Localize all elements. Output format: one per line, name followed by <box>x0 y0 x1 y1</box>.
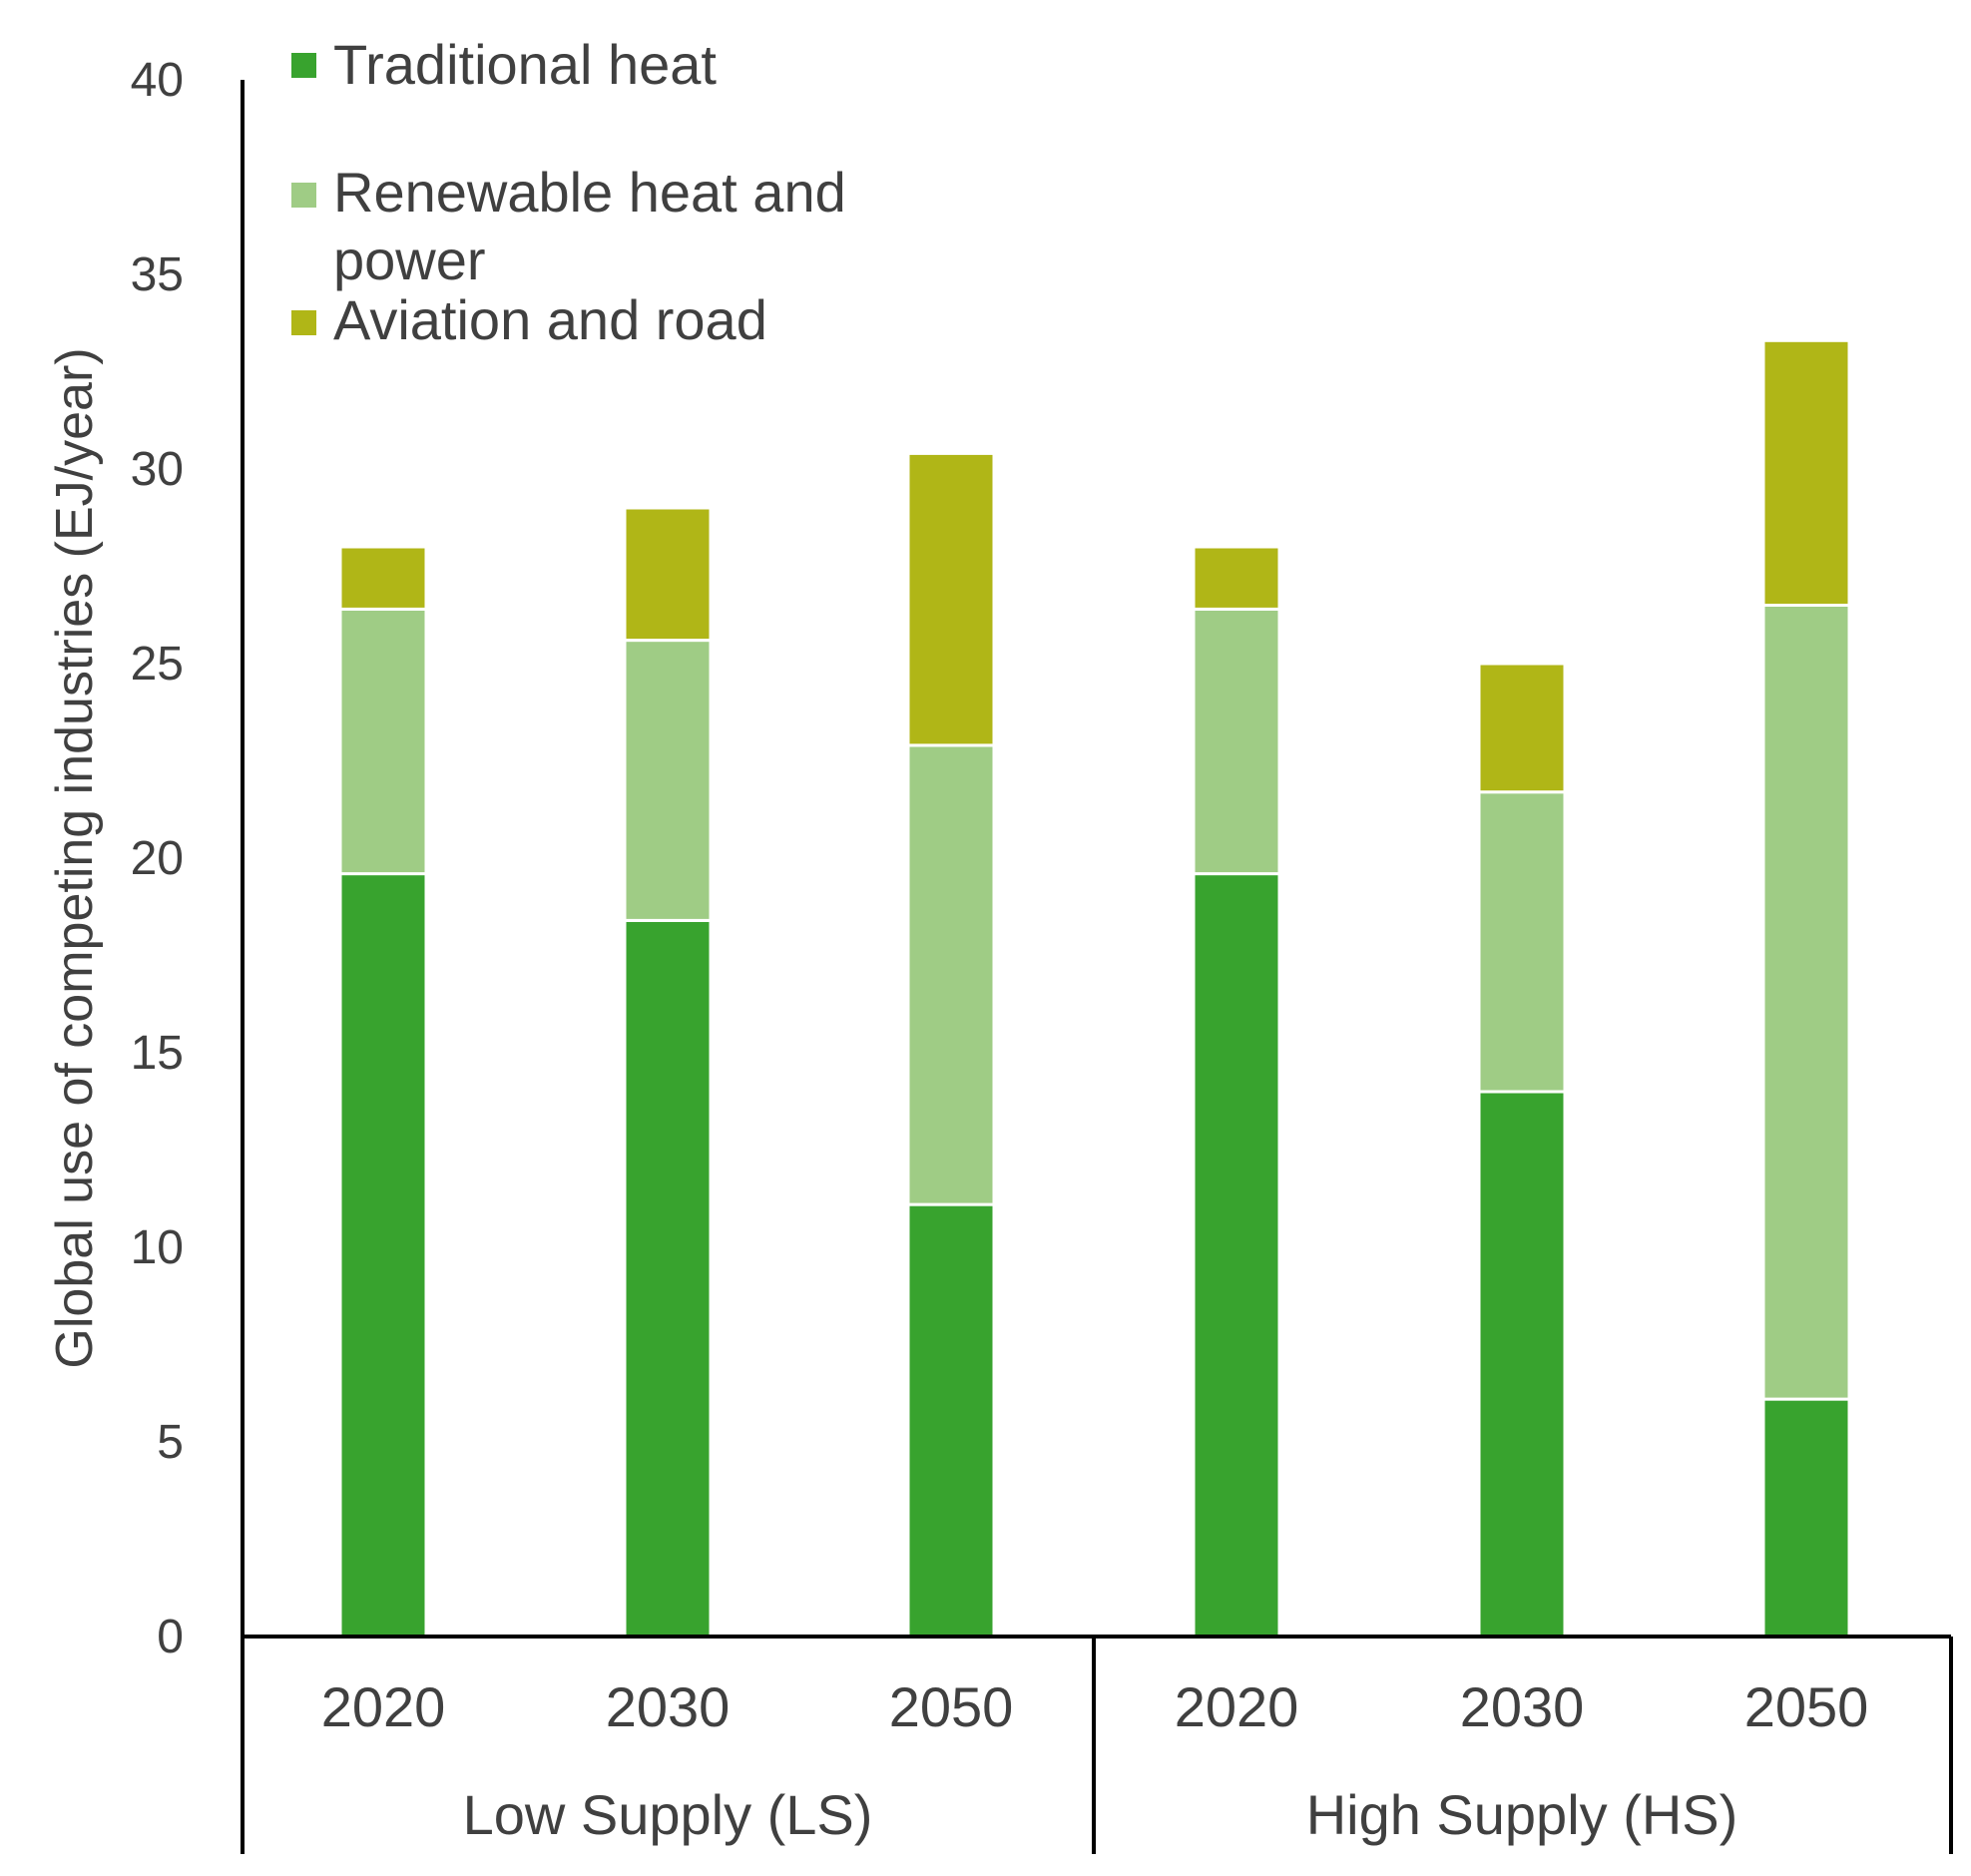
bar-segment-1-col-5 <box>1477 1090 1567 1639</box>
axes-layer <box>241 80 1953 1854</box>
y-tick-label: 30 <box>131 443 184 496</box>
group-labels: Low Supply (LS) High Supply (HS) <box>463 1783 1738 1846</box>
legend-label: Aviation and road <box>333 288 767 351</box>
bar-segment-1-col-3 <box>906 1202 996 1639</box>
legend: Traditional heat Renewable heat andpowerA… <box>291 33 846 351</box>
group-label: Low Supply (LS) <box>463 1783 873 1846</box>
bar-segment-1-col-1 <box>338 872 428 1639</box>
x-category-label: 2030 <box>606 1675 731 1738</box>
legend-label: Traditional heat <box>333 33 717 96</box>
bar-segment-2-col-2 <box>623 639 713 922</box>
x-category-label: 2020 <box>1175 1675 1299 1738</box>
y-axis-label: Global use of competing industries (EJ/y… <box>46 347 104 1368</box>
y-tick-label: 20 <box>131 832 184 885</box>
bar-segment-3-col-3 <box>906 451 996 747</box>
bar-segment-2-col-4 <box>1192 607 1281 876</box>
bars-layer <box>338 338 1851 1639</box>
x-category-label: 2030 <box>1460 1675 1585 1738</box>
y-tick-label: 5 <box>157 1416 184 1469</box>
bar-segment-1-col-4 <box>1192 872 1281 1639</box>
bar-segment-3-col-2 <box>623 506 713 643</box>
bar-segment-3-col-6 <box>1761 338 1851 607</box>
bar-segment-2-col-1 <box>338 607 428 876</box>
bar-segment-3-col-4 <box>1192 545 1281 611</box>
y-tick-label: 25 <box>131 638 184 691</box>
y-tick-label: 35 <box>131 248 184 301</box>
y-tick-label: 40 <box>131 54 184 107</box>
legend-label: Renewable heat and <box>333 161 846 224</box>
x-category-label: 2050 <box>889 1675 1014 1738</box>
x-category-label: 2020 <box>321 1675 446 1738</box>
y-tick-label: 15 <box>131 1027 184 1080</box>
legend-swatch <box>291 53 316 78</box>
legend-label: power <box>333 229 486 291</box>
bar-segment-1-col-2 <box>623 918 713 1639</box>
y-tick-labels: 0 5 10 15 20 25 30 35 40 <box>131 54 184 1663</box>
bar-segment-2-col-3 <box>906 743 996 1206</box>
x-category-label: 2050 <box>1744 1675 1869 1738</box>
legend-swatch <box>291 310 316 335</box>
bar-segment-2-col-5 <box>1477 790 1567 1094</box>
bar-segment-1-col-6 <box>1761 1397 1851 1639</box>
bar-segment-3-col-5 <box>1477 662 1567 794</box>
group-label: High Supply (HS) <box>1306 1783 1738 1846</box>
legend-swatch <box>291 183 316 208</box>
y-tick-label: 0 <box>157 1611 184 1663</box>
bar-segment-3-col-1 <box>338 545 428 611</box>
x-category-labels: 2020 2030 2050 2020 2030 2050 <box>321 1675 1869 1738</box>
bar-segment-2-col-6 <box>1761 604 1851 1401</box>
y-tick-label: 10 <box>131 1221 184 1274</box>
